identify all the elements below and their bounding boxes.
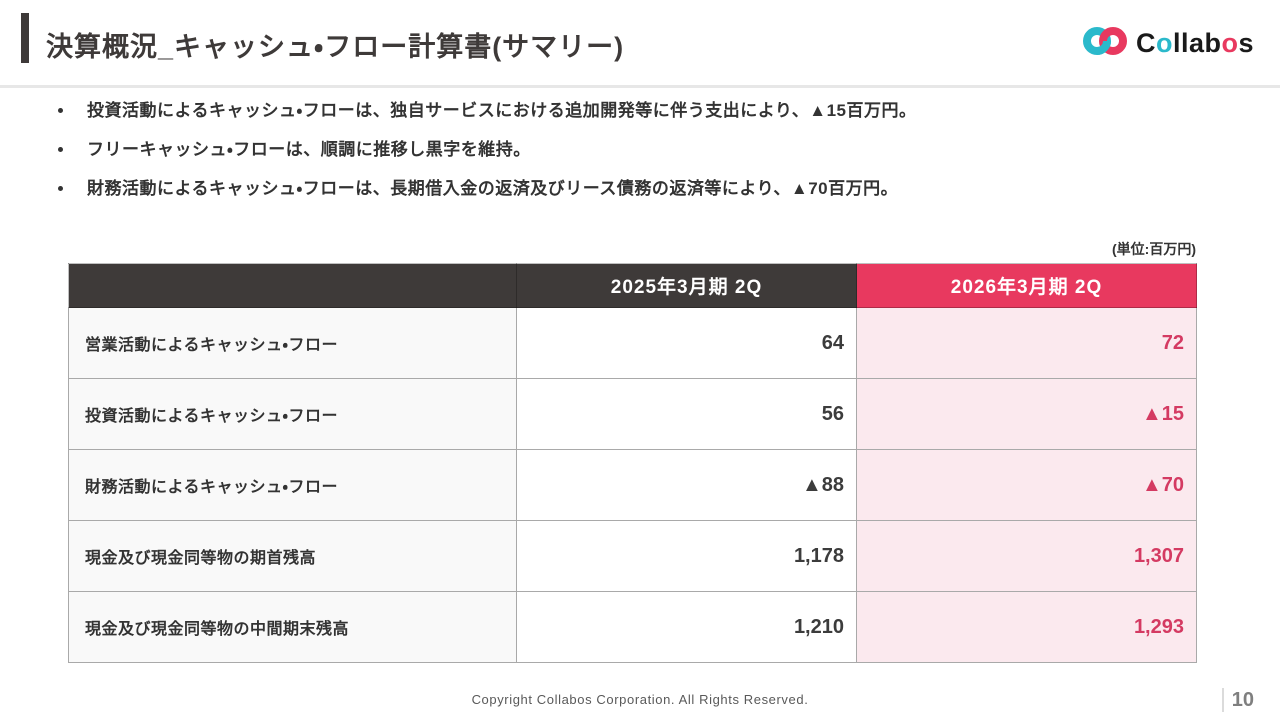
bullet-item: 投資活動によるキャッシュ・フローは、独自サービスにおける追加開発等に伴う支出によ… xyxy=(56,99,1220,122)
bullet-text: 投資活動によるキャッシュ・フローは、独自サービスにおける追加開発等に伴う支出によ… xyxy=(87,101,917,120)
copyright-text: Copyright Collabos Corporation. All Righ… xyxy=(471,692,809,707)
table-row: 財務活動によるキャッシュ・フロー ▲88 ▲70 xyxy=(68,449,1197,521)
row-label: 財務活動によるキャッシュ・フロー xyxy=(68,449,517,521)
header: 決算概況_キャッシュ・フロー計算書(サマリー) Collabos xyxy=(0,0,1280,88)
bullet-icon xyxy=(58,147,63,152)
table-row: 投資活動によるキャッシュ・フロー 56 ▲15 xyxy=(68,378,1197,450)
row-curr-value: ▲70 xyxy=(856,449,1197,521)
header-cell-prev-period: 2025年3月期 2Q xyxy=(516,263,857,308)
bullet-text: 財務活動によるキャッシュ・フローは、長期借入金の返済及びリース債務の返済等により… xyxy=(87,179,899,198)
bullet-icon xyxy=(58,186,63,191)
summary-bullets: 投資活動によるキャッシュ・フローは、独自サービスにおける追加開発等に伴う支出によ… xyxy=(56,99,1220,216)
row-prev-value: 1,210 xyxy=(516,591,857,663)
row-curr-value: 1,307 xyxy=(856,520,1197,592)
unit-note: (単位:百万円) xyxy=(1112,241,1196,257)
header-cell-curr-period: 2026年3月期 2Q xyxy=(856,263,1197,308)
row-label: 営業活動によるキャッシュ・フロー xyxy=(68,307,517,379)
bullet-icon xyxy=(58,108,63,113)
row-label: 投資活動によるキャッシュ・フロー xyxy=(68,378,517,450)
row-curr-value: ▲15 xyxy=(856,378,1197,450)
title-accent-bar xyxy=(21,13,29,63)
bullet-item: フリーキャッシュ・フローは、順調に推移し黒字を維持。 xyxy=(56,138,1220,161)
company-logo: Collabos xyxy=(1081,24,1254,63)
cash-flow-table: 2025年3月期 2Q 2026年3月期 2Q 営業活動によるキャッシュ・フロー… xyxy=(68,263,1197,663)
logo-wordmark: Collabos xyxy=(1135,28,1254,58)
logo-rings-icon xyxy=(1081,24,1131,63)
row-prev-value: 64 xyxy=(516,307,857,379)
table-row: 現金及び現金同等物の期首残高 1,178 1,307 xyxy=(68,520,1197,592)
row-label: 現金及び現金同等物の期首残高 xyxy=(68,520,517,592)
header-cell-label xyxy=(68,263,517,308)
page-number: 10 xyxy=(1231,688,1254,711)
page-number-block: 10 xyxy=(1221,688,1254,712)
page-title: 決算概況_キャッシュ・フロー計算書(サマリー) xyxy=(46,32,625,62)
row-curr-value: 72 xyxy=(856,307,1197,379)
bullet-text: フリーキャッシュ・フローは、順調に推移し黒字を維持。 xyxy=(87,140,531,159)
table-header-row: 2025年3月期 2Q 2026年3月期 2Q xyxy=(68,263,1197,308)
table-row: 営業活動によるキャッシュ・フロー 64 72 xyxy=(68,307,1197,379)
row-curr-value: 1,293 xyxy=(856,591,1197,663)
row-label: 現金及び現金同等物の中間期末残高 xyxy=(68,591,517,663)
bullet-item: 財務活動によるキャッシュ・フローは、長期借入金の返済及びリース債務の返済等により… xyxy=(56,177,1220,200)
row-prev-value: 56 xyxy=(516,378,857,450)
row-prev-value: ▲88 xyxy=(516,449,857,521)
page-number-divider xyxy=(1221,688,1224,712)
table-row: 現金及び現金同等物の中間期末残高 1,210 1,293 xyxy=(68,591,1197,663)
row-prev-value: 1,178 xyxy=(516,520,857,592)
